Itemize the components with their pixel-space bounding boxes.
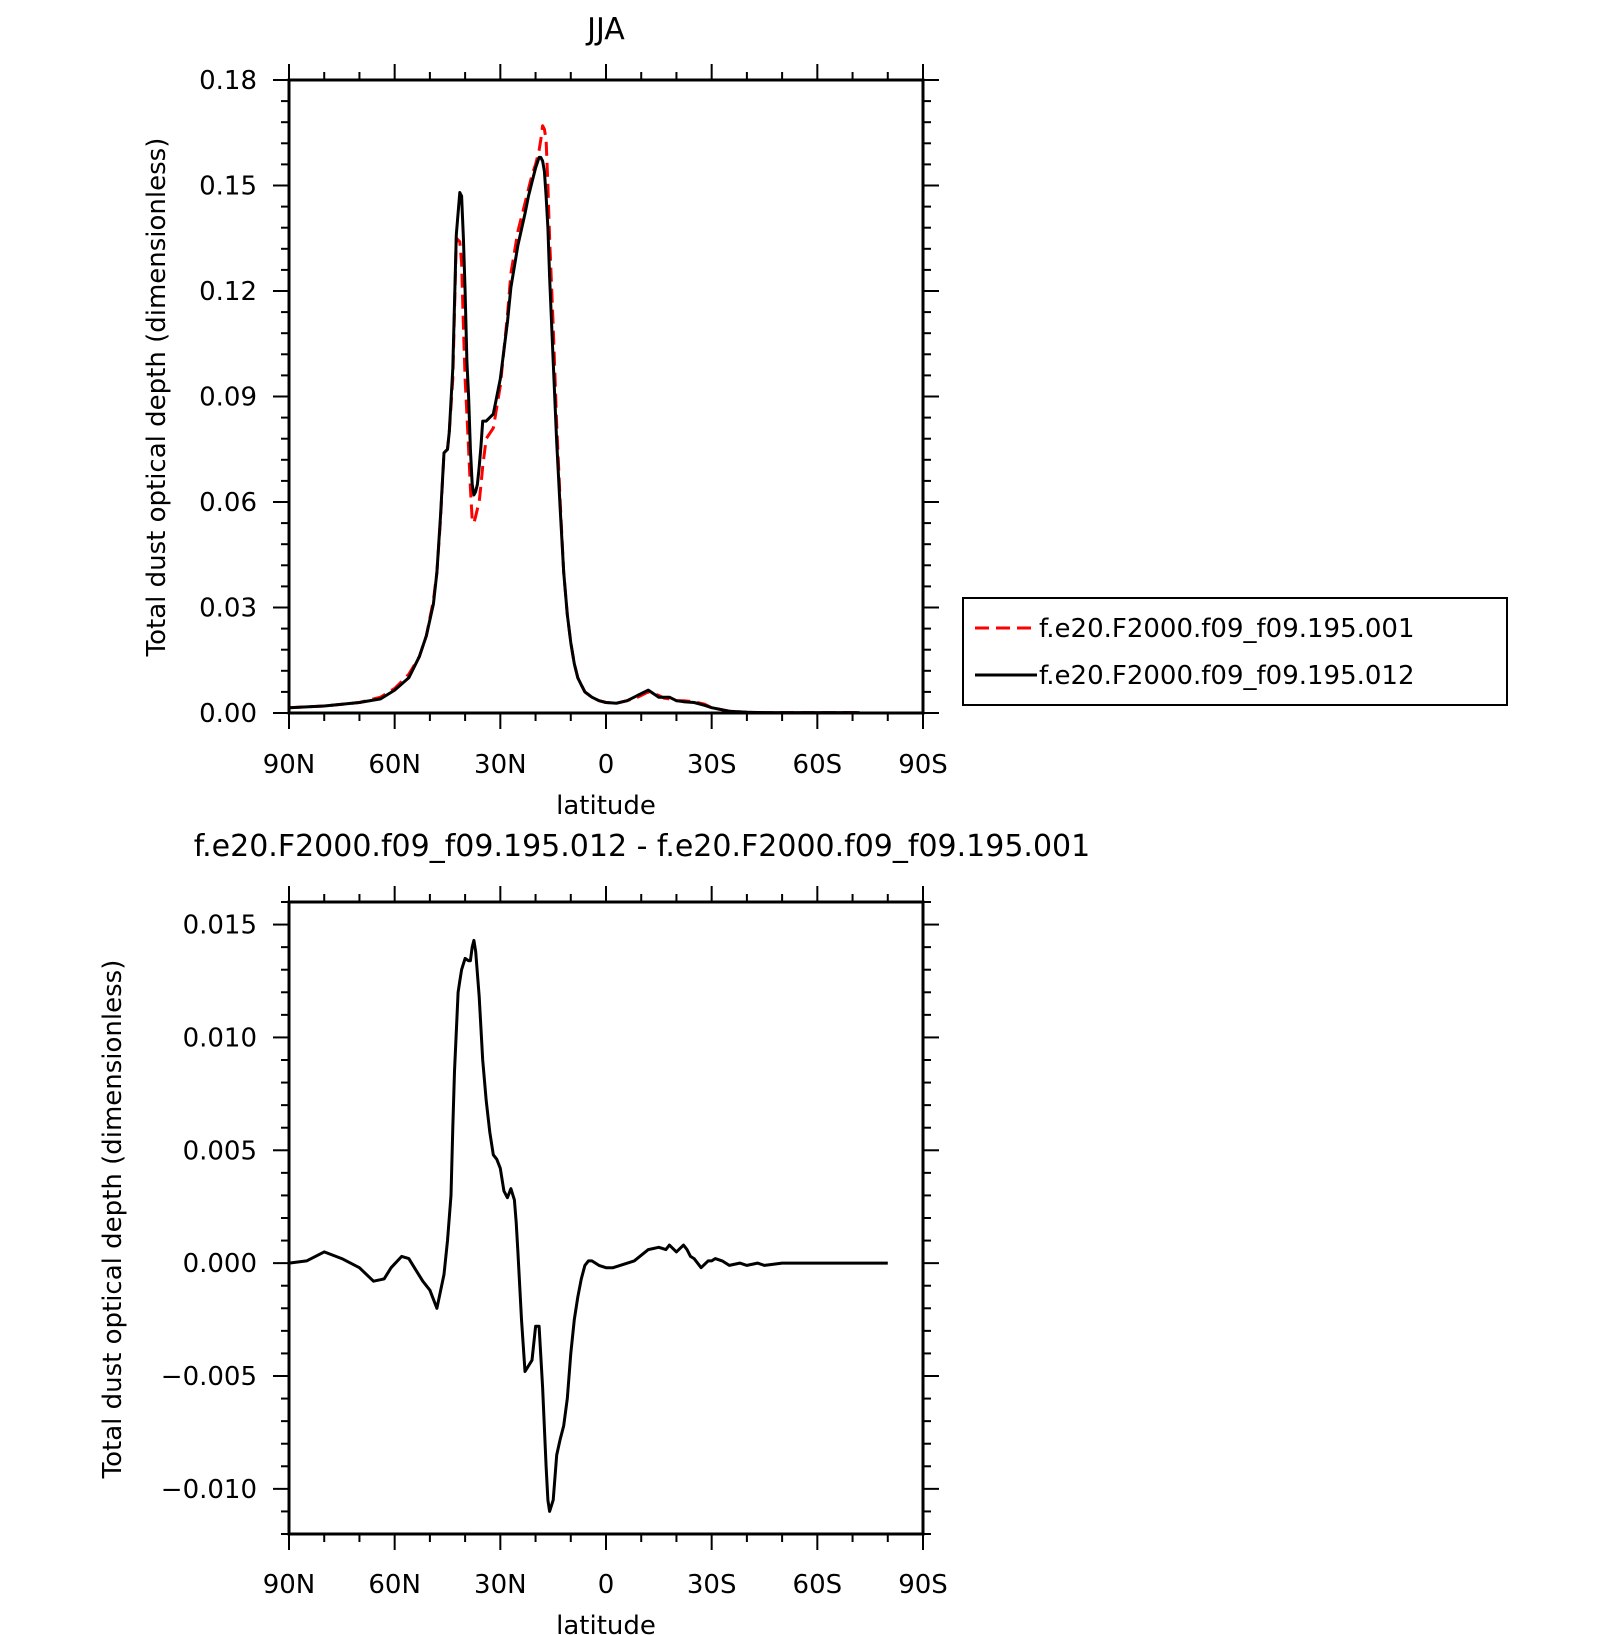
bottom-series-line-1 [288, 938, 888, 1513]
bottom-y-tick-label: −0.010 [161, 1475, 257, 1505]
bottom-plot-title: f.e20.F2000.f09_f09.195.012 - f.e20.F200… [194, 829, 1090, 864]
bottom-x-tick-label: 60S [793, 1570, 843, 1600]
bottom-y-tick-label: 0.000 [183, 1249, 257, 1279]
top-series-line-1 [288, 124, 860, 715]
top-x-axis-title: latitude [556, 791, 656, 821]
legend-box [962, 597, 1508, 706]
top-x-tick-label: 60S [793, 750, 843, 780]
top-series-group [288, 124, 860, 715]
bottom-y-axis-title: Total dust optical depth (dimensionless) [98, 960, 128, 1480]
bottom-x-tick-label: 90N [263, 1570, 316, 1600]
top-y-tick-label: 0.00 [199, 699, 257, 729]
bottom-y-tick-label: 0.005 [183, 1136, 257, 1166]
top-ticks-group: 90N 60N 30N 0 30S 60S 90S 0.00 0.03 0.06 0.09 0.12 0… [199, 64, 948, 780]
top-x-tick-label: 30N [474, 750, 527, 780]
top-y-tick-label: 0.06 [199, 488, 257, 518]
bottom-y-tick-label: 0.015 [183, 911, 257, 941]
top-y-tick-label: 0.18 [199, 66, 257, 96]
bottom-x-axis-title: latitude [556, 1611, 656, 1635]
bottom-series-group [288, 938, 888, 1513]
bottom-y-tick-label: −0.005 [161, 1362, 257, 1392]
top-series-line-2 [288, 155, 860, 715]
legend-label-series-1: f.e20.F2000.f09_f09.195.001 [1039, 614, 1415, 644]
top-plot-frame [287, 78, 925, 715]
top-y-tick-label: 0.15 [199, 172, 257, 202]
bottom-ticks-group: 90N 60N 30N 0 30S 60S 90S −0.010 −0.005 0.000 0.00… [161, 886, 948, 1600]
bottom-x-tick-label: 0 [598, 1570, 615, 1600]
top-x-tick-label: 30S [687, 750, 737, 780]
top-y-tick-label: 0.03 [199, 594, 257, 624]
top-x-tick-label: 60N [368, 750, 421, 780]
top-y-tick-label: 0.12 [199, 277, 257, 307]
top-panel: JJA 90N 60N 30N 0 30S 60S 90S 0.00 0.03 0.06 0.09 0… [142, 12, 1508, 821]
bottom-x-tick-label: 30N [474, 1570, 527, 1600]
top-y-axis-title: Total dust optical depth (dimensionless) [142, 138, 172, 658]
bottom-plot-frame [287, 900, 925, 1536]
top-y-tick-label: 0.09 [199, 383, 257, 413]
bottom-panel: f.e20.F2000.f09_f09.195.012 - f.e20.F200… [98, 829, 1090, 1635]
bottom-x-tick-label: 30S [687, 1570, 737, 1600]
top-x-tick-label: 90N [263, 750, 316, 780]
legend-label-series-2: f.e20.F2000.f09_f09.195.012 [1039, 661, 1415, 691]
top-x-tick-label: 0 [598, 750, 615, 780]
bottom-x-tick-label: 60N [368, 1570, 421, 1600]
legend: f.e20.F2000.f09_f09.195.001 f.e20.F2000.… [962, 597, 1508, 706]
top-plot-title: JJA [585, 12, 625, 47]
top-x-tick-label: 90S [898, 750, 948, 780]
bottom-x-tick-label: 90S [898, 1570, 948, 1600]
bottom-y-tick-label: 0.010 [183, 1023, 257, 1053]
